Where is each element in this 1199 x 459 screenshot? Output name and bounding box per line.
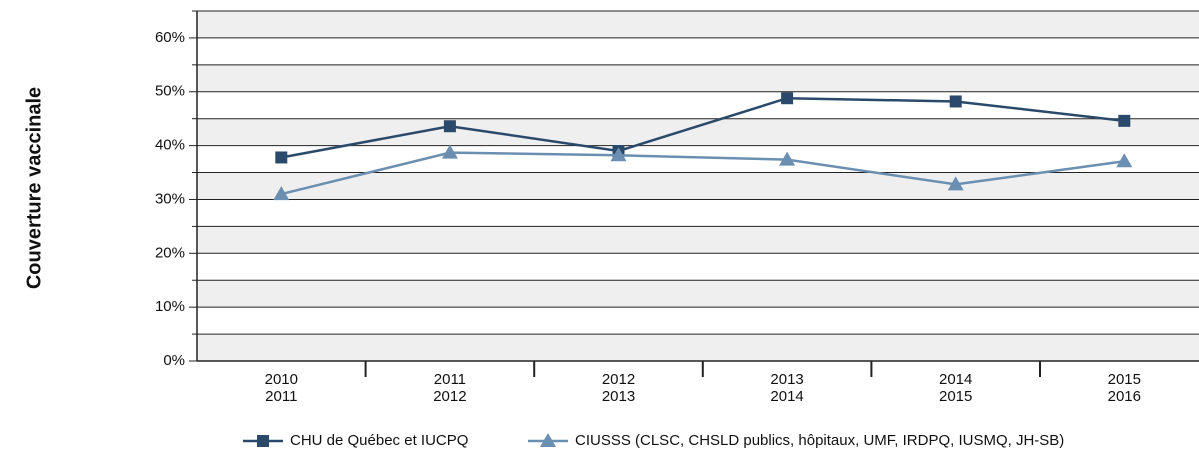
y-tick-label: 60% [155, 29, 185, 46]
data-point [947, 176, 964, 191]
y-tick-label: 0% [163, 352, 185, 369]
data-point [949, 95, 962, 108]
y-tick-label: 20% [155, 244, 185, 261]
x-tick-label: 2016 [1108, 388, 1141, 405]
legend-marker [540, 433, 556, 447]
data-point [443, 120, 456, 133]
x-tick-label: 2012 [433, 388, 466, 405]
grid-band [197, 280, 1199, 308]
grid-band [197, 118, 1199, 146]
x-tick-label: 2011 [434, 371, 466, 388]
x-tick-label: 2013 [770, 371, 803, 388]
x-tick-label: 2012 [602, 371, 635, 388]
data-point [441, 144, 458, 159]
grid-band [197, 64, 1199, 92]
data-point [779, 151, 796, 166]
legend-label: CIUSSS (CLSC, CHSLD publics, hôpitaux, U… [575, 432, 1064, 449]
x-tick-label: 2010 [265, 371, 298, 388]
y-axis-title: Couverture vaccinale [23, 87, 45, 289]
x-tick-label: 2011 [265, 388, 297, 405]
x-tick-label: 2014 [939, 371, 972, 388]
legend-label: CHU de Québec et IUCPQ [290, 432, 468, 449]
x-tick-label: 2015 [939, 388, 972, 405]
grid-band [197, 334, 1199, 361]
x-tick-label: 2014 [770, 388, 803, 405]
x-tick-label: 2015 [1108, 371, 1141, 388]
data-point [275, 151, 288, 164]
series-line [281, 96, 1125, 159]
series-line [281, 151, 1125, 196]
grid-band [197, 172, 1199, 200]
grid-band [197, 226, 1199, 254]
x-tick-label: 2013 [602, 388, 635, 405]
data-point [781, 92, 794, 105]
data-point [273, 186, 290, 201]
y-tick-label: 40% [155, 137, 185, 154]
legend-marker [257, 435, 269, 447]
data-point [1116, 153, 1133, 168]
y-tick-label: 30% [155, 190, 185, 207]
grid-band [197, 11, 1199, 38]
data-point [610, 147, 627, 162]
data-point [1118, 114, 1131, 127]
y-tick-label: 10% [155, 298, 185, 315]
y-tick-label: 50% [155, 83, 185, 100]
